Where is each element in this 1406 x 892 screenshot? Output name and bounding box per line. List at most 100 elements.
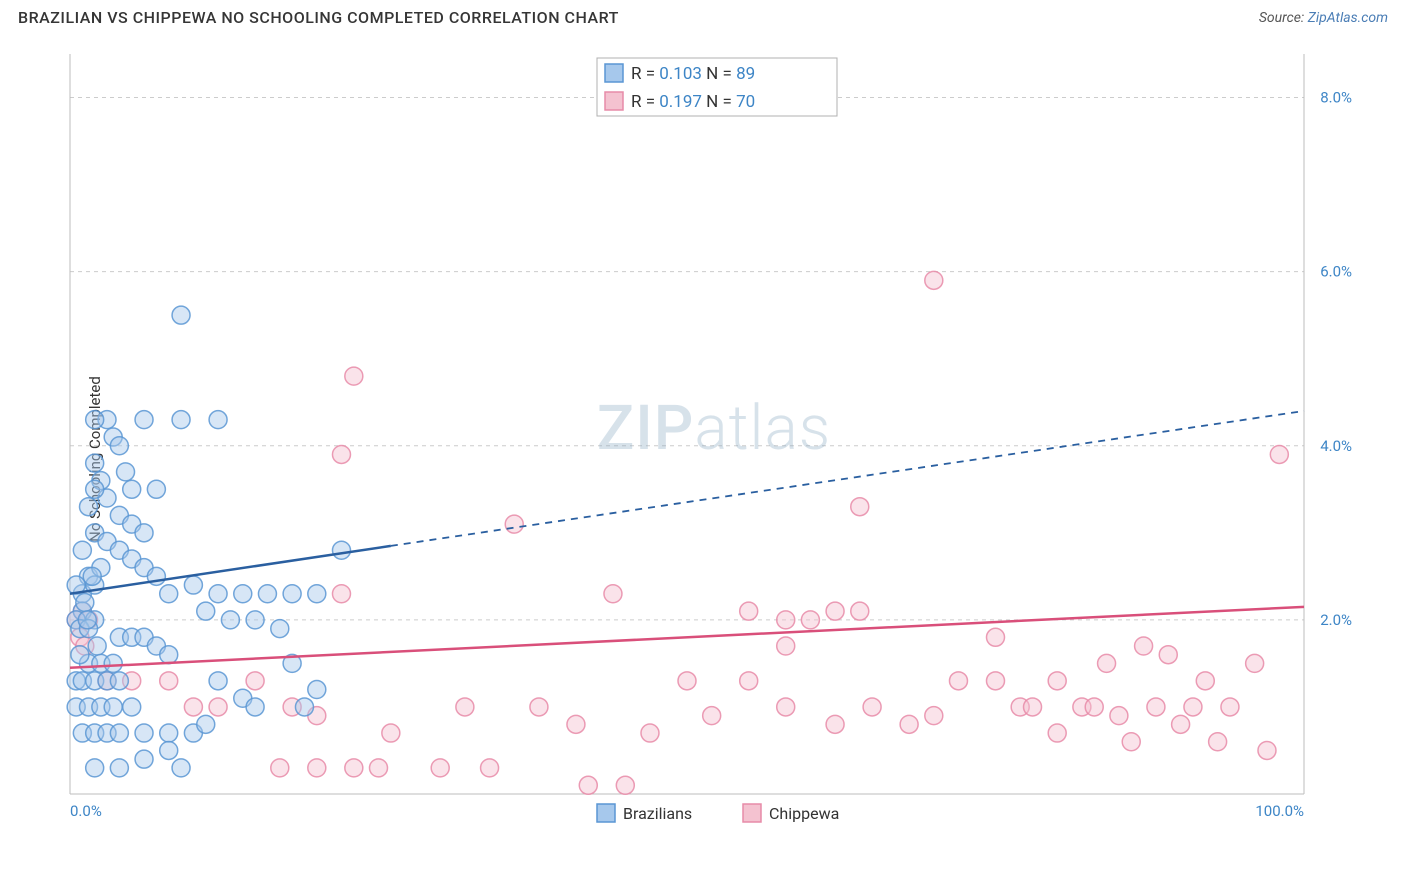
chippewa-stats-text: R = 0.197 N = 70 — [631, 92, 755, 112]
chippewa-point — [345, 367, 363, 385]
chippewa-point — [1209, 733, 1227, 751]
brazilians-legend-swatch — [605, 64, 623, 82]
chippewa-point — [1122, 733, 1140, 751]
chippewa-point — [505, 515, 523, 533]
chippewa-point — [382, 724, 400, 742]
chippewa-point — [431, 759, 449, 777]
source-label: Source: — [1259, 10, 1304, 26]
brazilians-point — [76, 593, 94, 611]
brazilians-point — [135, 724, 153, 742]
chippewa-point — [851, 498, 869, 516]
chippewa-point — [949, 672, 967, 690]
y-tick-label: 6.0% — [1320, 263, 1352, 281]
brazilians-point — [86, 411, 104, 429]
chippewa-point — [1270, 445, 1288, 463]
chippewa-bottom-swatch — [743, 804, 761, 822]
chippewa-point — [332, 445, 350, 463]
brazilians-point — [117, 463, 135, 481]
chippewa-point — [1048, 724, 1066, 742]
brazilians-point — [160, 724, 178, 742]
chippewa-point — [271, 759, 289, 777]
brazilians-point — [271, 620, 289, 638]
brazilians-point — [147, 480, 165, 498]
brazilians-point — [110, 759, 128, 777]
brazilians-point — [110, 437, 128, 455]
brazilians-point — [160, 585, 178, 603]
chippewa-point — [1098, 654, 1116, 672]
brazilians-point — [110, 724, 128, 742]
chippewa-point — [481, 759, 499, 777]
chippewa-point — [1147, 698, 1165, 716]
x-tick-label: 100.0% — [1255, 802, 1304, 820]
chippewa-point — [925, 707, 943, 725]
chippewa-point — [777, 698, 795, 716]
brazilians-point — [104, 654, 122, 672]
chippewa-point — [160, 672, 178, 690]
chart-title: BRAZILIAN VS CHIPPEWA NO SCHOOLING COMPL… — [18, 8, 619, 27]
chippewa-legend-swatch — [605, 92, 623, 110]
chippewa-point — [1085, 698, 1103, 716]
brazilians-stats-text: R = 0.103 N = 89 — [631, 64, 755, 84]
brazilians-point — [332, 541, 350, 559]
chippewa-point — [184, 698, 202, 716]
brazilians-point — [308, 585, 326, 603]
chippewa-point — [851, 602, 869, 620]
brazilians-point — [197, 602, 215, 620]
chippewa-point — [579, 776, 597, 794]
y-tick-label: 4.0% — [1320, 437, 1352, 455]
chippewa-point — [740, 602, 758, 620]
chippewa-point — [1024, 698, 1042, 716]
chippewa-point — [1048, 672, 1066, 690]
brazilians-point — [160, 646, 178, 664]
brazilians-point — [172, 759, 190, 777]
chippewa-point — [777, 637, 795, 655]
chippewa-point — [777, 611, 795, 629]
chippewa-point — [246, 672, 264, 690]
chippewa-point — [1196, 672, 1214, 690]
chippewa-point — [826, 715, 844, 733]
chippewa-point — [1221, 698, 1239, 716]
chippewa-point — [567, 715, 585, 733]
chippewa-point — [826, 602, 844, 620]
chippewa-point — [604, 585, 622, 603]
brazilians-point — [71, 646, 89, 664]
chippewa-point — [456, 698, 474, 716]
brazilians-point — [209, 411, 227, 429]
source-value: ZipAtlas.com — [1308, 10, 1388, 26]
brazilians-point — [295, 698, 313, 716]
brazilians-point — [209, 585, 227, 603]
chippewa-point — [345, 759, 363, 777]
brazilians-point — [80, 498, 98, 516]
y-tick-label: 2.0% — [1320, 611, 1352, 629]
chart-header: BRAZILIAN VS CHIPPEWA NO SCHOOLING COMPL… — [0, 0, 1406, 33]
chippewa-point — [987, 672, 1005, 690]
brazilians-bottom-swatch — [597, 804, 615, 822]
brazilians-point — [172, 306, 190, 324]
brazilians-point — [135, 750, 153, 768]
brazilians-point — [160, 741, 178, 759]
brazilians-point — [283, 585, 301, 603]
chippewa-point — [900, 715, 918, 733]
chippewa-point — [740, 672, 758, 690]
chippewa-point — [1258, 741, 1276, 759]
brazilians-point — [234, 585, 252, 603]
brazilians-point — [123, 480, 141, 498]
chippewa-point — [641, 724, 659, 742]
brazilians-point — [184, 576, 202, 594]
chippewa-point — [1246, 654, 1264, 672]
brazilians-point — [83, 567, 101, 585]
brazilians-point — [135, 524, 153, 542]
brazilians-point — [86, 759, 104, 777]
chippewa-point — [925, 271, 943, 289]
chippewa-point — [987, 628, 1005, 646]
brazilians-point — [88, 637, 106, 655]
brazilians-trendline-extrapolated — [391, 411, 1304, 546]
brazilians-point — [135, 411, 153, 429]
chippewa-point — [801, 611, 819, 629]
brazilians-point — [246, 611, 264, 629]
chippewa-point — [1184, 698, 1202, 716]
brazilians-point — [172, 411, 190, 429]
brazilians-point — [197, 715, 215, 733]
brazilians-point — [123, 698, 141, 716]
brazilians-point — [308, 681, 326, 699]
